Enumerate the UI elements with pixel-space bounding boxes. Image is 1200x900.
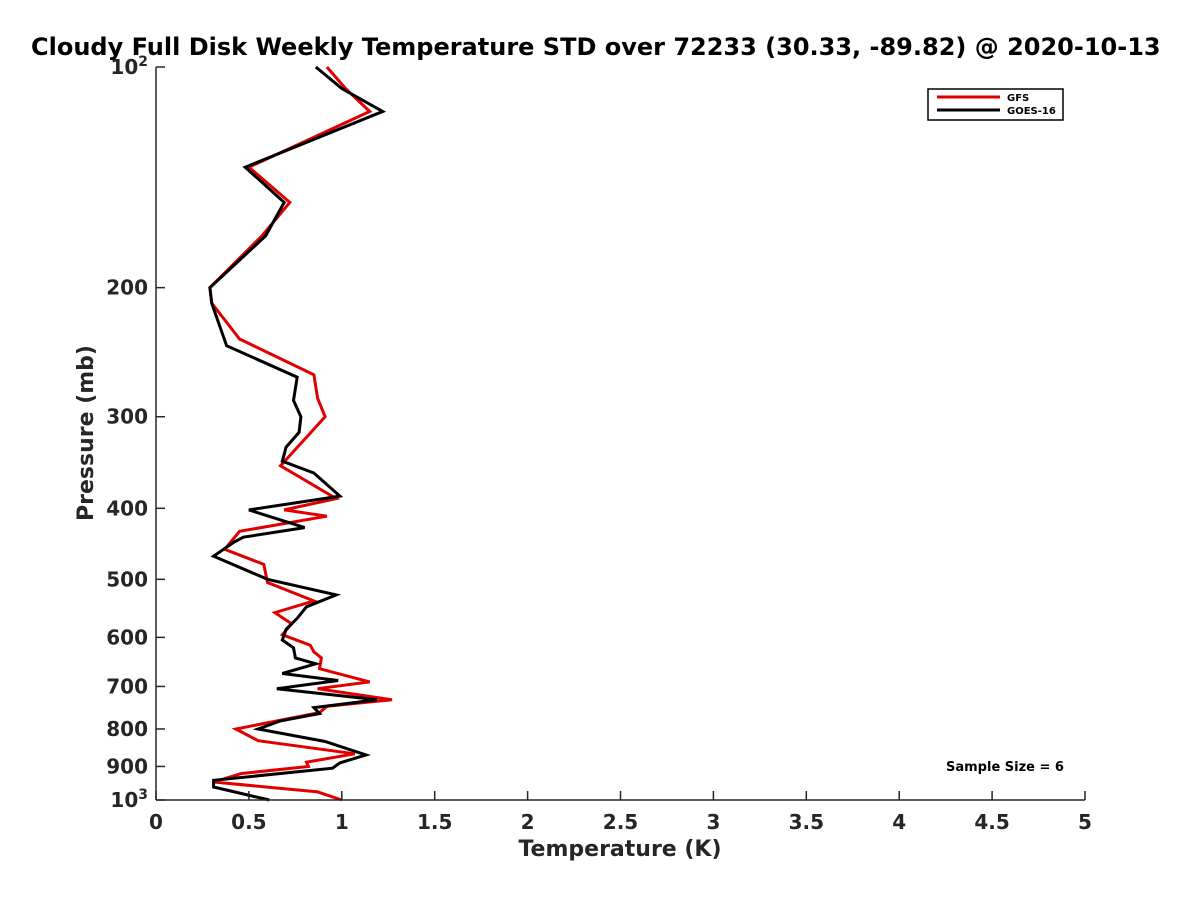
y-tick-label: 900 xyxy=(106,754,148,778)
legend-label-goes16: GOES-16 xyxy=(1007,106,1056,117)
x-tick-label: 0 xyxy=(149,810,163,834)
y-tick-label: 600 xyxy=(106,625,148,649)
series-line-goes16 xyxy=(208,65,387,802)
x-tick-label: 5 xyxy=(1078,810,1092,834)
x-tick-label: 4.5 xyxy=(974,810,1009,834)
x-tick-label: 3 xyxy=(706,810,720,834)
y-tick-label: 500 xyxy=(106,567,148,591)
x-tick-label: 4 xyxy=(892,810,906,834)
x-axis: 0 0.5 1 1.5 2 2.5 3 3.5 4 4.5 5 xyxy=(149,791,1092,834)
legend: GFS GOES-16 xyxy=(927,88,1064,121)
legend-label-gfs: GFS xyxy=(1007,93,1029,104)
y-tick-label: 200 xyxy=(106,276,148,300)
x-tick-label: 0.5 xyxy=(231,810,266,834)
x-tick-label: 2.5 xyxy=(603,810,638,834)
sample-size-annotation: Sample Size = 6 xyxy=(946,760,1064,775)
y-tick-label: 400 xyxy=(106,496,148,520)
y-tick-label: 102 xyxy=(110,54,148,79)
y-tick-label: 103 xyxy=(110,787,148,812)
x-tick-label: 3.5 xyxy=(789,810,824,834)
plot-area xyxy=(208,65,393,802)
y-tick-label: 700 xyxy=(106,674,148,698)
legend-box xyxy=(927,88,1064,121)
y-tick-label: 300 xyxy=(106,405,148,429)
y-tick-label: 800 xyxy=(106,717,148,741)
x-tick-label: 2 xyxy=(521,810,535,834)
y-axis: 102 200 300 400 500 600 700 800 900 103 xyxy=(106,54,165,812)
x-tick-label: 1.5 xyxy=(417,810,452,834)
x-axis-label: Temperature (K) xyxy=(518,837,721,862)
chart-title: Cloudy Full Disk Weekly Temperature STD … xyxy=(31,33,1161,61)
x-tick-label: 1 xyxy=(335,810,349,834)
y-axis-label: Pressure (mb) xyxy=(74,345,99,521)
